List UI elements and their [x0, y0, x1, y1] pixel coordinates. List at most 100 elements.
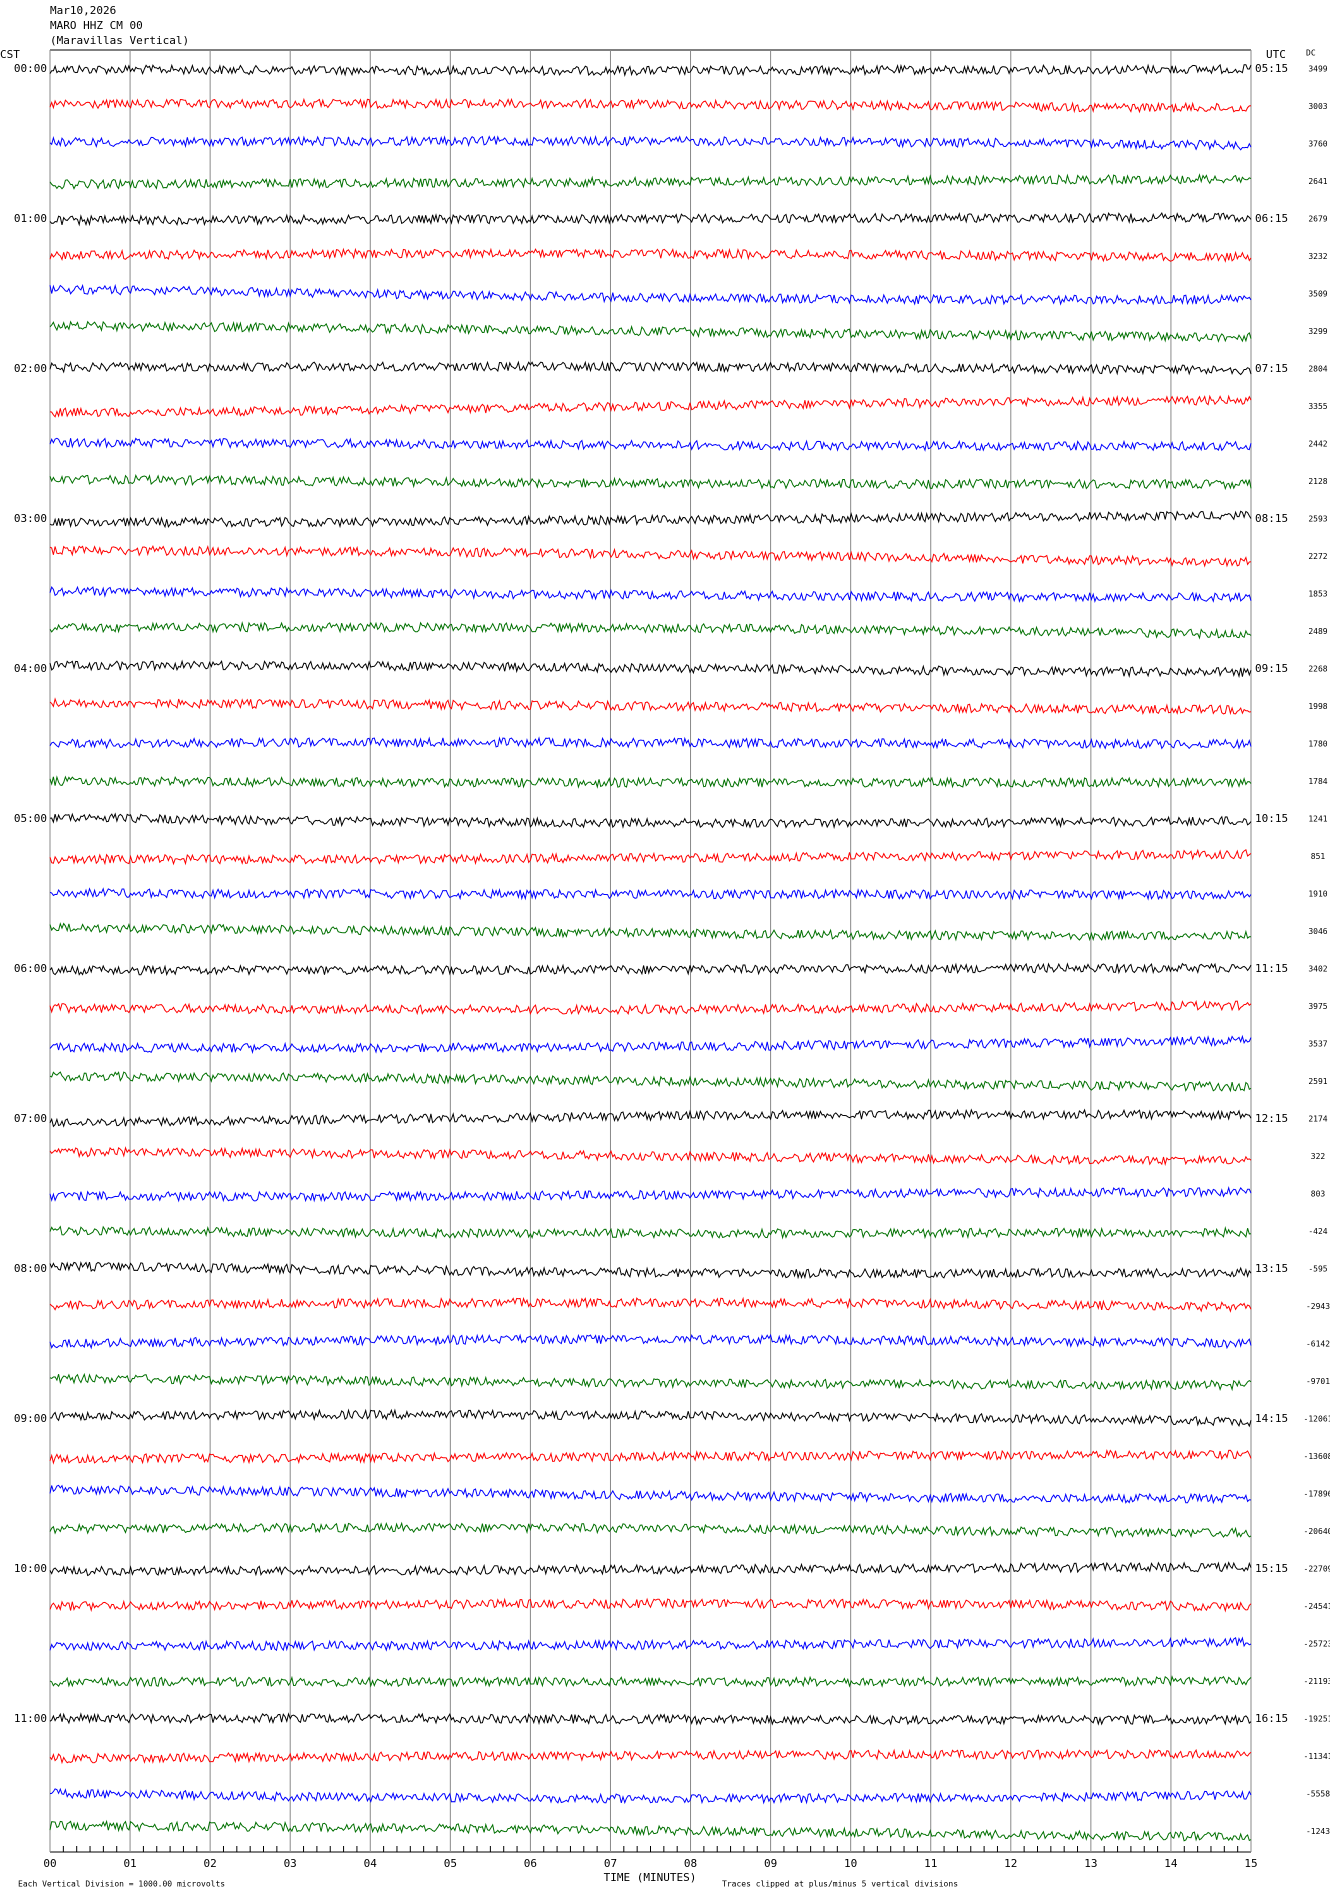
x-tick-label: 10	[844, 1857, 857, 1870]
dc-value: 2272	[1308, 552, 1327, 561]
cst-time-label: 08:00	[14, 1262, 47, 1275]
trace	[49, 585, 1252, 603]
dc-value: 3499	[1308, 65, 1327, 74]
dc-value: 3537	[1308, 1040, 1327, 1049]
dc-value: 2268	[1308, 665, 1327, 674]
dc-value: 2128	[1308, 477, 1327, 486]
trace	[49, 544, 1252, 568]
x-tick-label: 01	[123, 1857, 136, 1870]
trace	[49, 212, 1252, 227]
cst-time-label: 11:00	[14, 1712, 47, 1725]
dc-value: 1853	[1308, 590, 1327, 599]
x-tick-label: 02	[204, 1857, 217, 1870]
utc-time-label: 09:15	[1255, 662, 1288, 675]
trace	[49, 621, 1252, 640]
dc-value: 2591	[1308, 1077, 1327, 1086]
dc-value: 3046	[1308, 927, 1327, 936]
cst-time-label: 07:00	[14, 1112, 47, 1125]
dc-value: -24541	[1304, 1602, 1330, 1611]
cst-time-label: 10:00	[14, 1562, 47, 1575]
dc-value: -25723	[1304, 1640, 1330, 1649]
trace	[49, 887, 1252, 901]
trace	[49, 812, 1252, 830]
x-tick-label: 05	[444, 1857, 457, 1870]
dc-value: -20640	[1304, 1527, 1330, 1536]
x-tick-label: 12	[1004, 1857, 1017, 1870]
x-axis-label: TIME (MINUTES)	[604, 1871, 697, 1884]
dc-value: -595	[1308, 1265, 1327, 1274]
dc-value: 2641	[1308, 177, 1327, 186]
footer-right: Traces clipped at plus/minus 5 vertical …	[722, 1880, 958, 1889]
dc-value: 1241	[1308, 815, 1327, 824]
trace	[49, 1787, 1252, 1805]
header-date: Mar10,2026	[50, 4, 116, 17]
dc-value: 803	[1311, 1190, 1326, 1199]
dc-value: 1910	[1308, 890, 1327, 899]
trace	[49, 697, 1252, 716]
dc-value: 2593	[1308, 515, 1327, 524]
dc-value: -2943	[1306, 1302, 1330, 1311]
trace	[49, 97, 1252, 114]
dc-value: 2174	[1308, 1115, 1327, 1124]
dc-value: 2804	[1308, 365, 1327, 374]
x-tick-label: 03	[284, 1857, 297, 1870]
x-tick-label: 15	[1244, 1857, 1257, 1870]
utc-time-label: 07:15	[1255, 362, 1288, 375]
dc-value: -9701	[1306, 1377, 1330, 1386]
trace	[49, 736, 1252, 750]
trace	[49, 775, 1252, 789]
cst-time-label: 02:00	[14, 362, 47, 375]
utc-time-label: 16:15	[1255, 1712, 1288, 1725]
cst-label: CST	[0, 48, 20, 61]
x-tick-label: 11	[924, 1857, 937, 1870]
trace	[49, 1675, 1252, 1688]
dc-value: -1243	[1306, 1827, 1330, 1836]
utc-time-label: 10:15	[1255, 812, 1288, 825]
x-tick-label: 13	[1084, 1857, 1097, 1870]
trace	[49, 394, 1252, 418]
dc-value: 3232	[1308, 252, 1327, 261]
dc-value: 322	[1311, 1152, 1326, 1161]
cst-time-label: 03:00	[14, 512, 47, 525]
trace	[49, 63, 1252, 77]
dc-value: 1780	[1308, 740, 1327, 749]
dc-label: DC	[1306, 49, 1316, 58]
header-name: (Maravillas Vertical)	[50, 34, 189, 47]
dc-value: -424	[1308, 1227, 1327, 1236]
trace	[49, 1108, 1252, 1128]
cst-time-label: 00:00	[14, 62, 47, 75]
trace	[49, 922, 1251, 942]
x-tick-label: 08	[684, 1857, 697, 1870]
header-station: MARO HHZ CM 00	[50, 19, 143, 32]
utc-time-label: 12:15	[1255, 1112, 1288, 1125]
dc-value: 3355	[1308, 402, 1327, 411]
dc-value: -17896	[1304, 1490, 1330, 1499]
x-tick-label: 06	[524, 1857, 537, 1870]
utc-time-label: 06:15	[1255, 212, 1288, 225]
trace	[49, 437, 1252, 452]
x-tick-label: 04	[364, 1857, 378, 1870]
trace	[49, 848, 1252, 866]
dc-value: 1784	[1308, 777, 1327, 786]
cst-time-label: 09:00	[14, 1412, 47, 1425]
dc-value: -5558	[1306, 1790, 1330, 1799]
trace	[49, 1712, 1252, 1726]
dc-value: 2679	[1308, 215, 1327, 224]
trace	[49, 360, 1252, 376]
x-tick-label: 07	[604, 1857, 617, 1870]
dc-value: 1998	[1308, 702, 1327, 711]
trace	[49, 1333, 1252, 1350]
trace	[49, 659, 1252, 679]
trace	[49, 1521, 1252, 1539]
trace	[49, 1146, 1252, 1167]
utc-time-label: 11:15	[1255, 962, 1288, 975]
trace	[49, 1408, 1252, 1428]
dc-value: 3975	[1308, 1002, 1327, 1011]
utc-label: UTC	[1266, 48, 1286, 61]
dc-value: 851	[1311, 852, 1326, 861]
trace	[49, 1748, 1252, 1765]
trace	[49, 1071, 1252, 1093]
trace	[49, 1372, 1252, 1392]
utc-time-label: 05:15	[1255, 62, 1288, 75]
